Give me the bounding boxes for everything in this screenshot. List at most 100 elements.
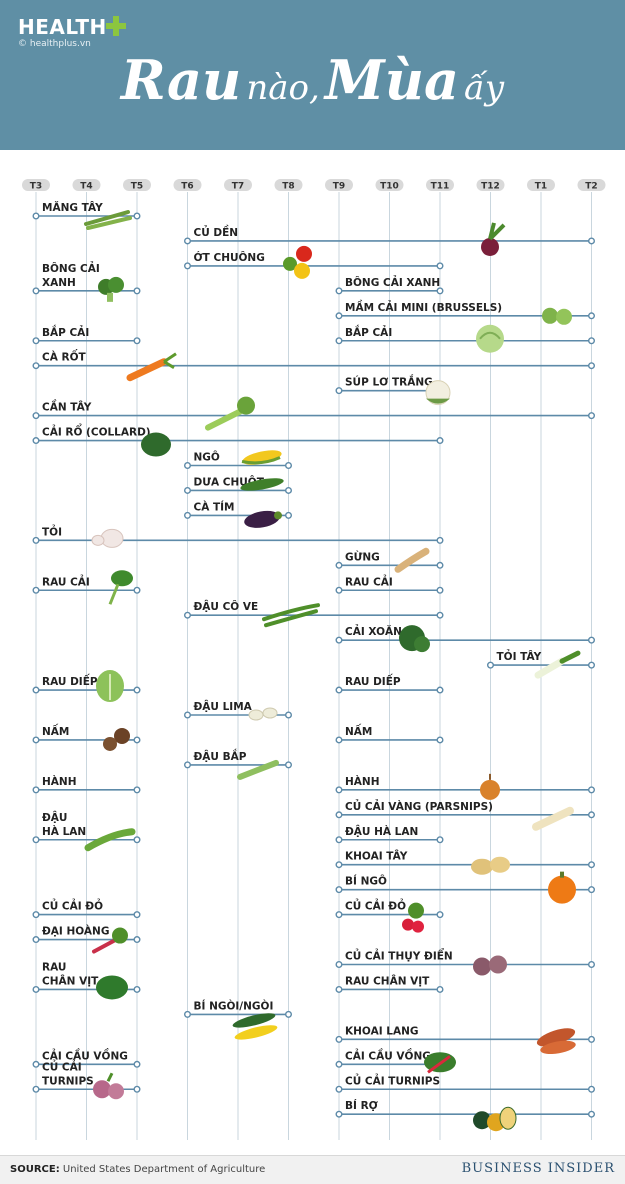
row-label: BÍ NGÒI/NGÒI xyxy=(194,999,274,1012)
row-label: CÀ RỐT xyxy=(42,349,86,364)
parsnip-icon xyxy=(532,806,574,831)
timeline-row: CỦ CẢI THỤY ĐIỂN xyxy=(335,948,596,976)
row-label: BÔNG CẢI xyxy=(42,261,100,275)
footer: SOURCE: United States Department of Agri… xyxy=(0,1155,625,1184)
bar-end-dot xyxy=(133,337,141,345)
row-label: BẮP CẢI xyxy=(42,324,89,339)
month-pill xyxy=(173,179,202,191)
timeline-row: BÍ NGÔ xyxy=(335,871,596,904)
timeline-row: TỎI xyxy=(32,524,444,548)
row-label: ĐẬU xyxy=(42,811,67,824)
row-label: RAU CHÂN VỊT xyxy=(345,974,430,987)
timeline-row: RAU CẢI xyxy=(32,570,141,605)
row-label-line2: HÀ LAN xyxy=(42,825,86,838)
month-label: T9 xyxy=(333,182,345,192)
turnip-icon xyxy=(93,1072,124,1100)
row-label: SÚP LƠ TRẮNG xyxy=(345,374,433,389)
bar-end-dot xyxy=(588,1085,596,1093)
mushroom-icon xyxy=(103,727,130,751)
month-label: T10 xyxy=(380,182,399,192)
row-label: NẤM xyxy=(345,723,372,738)
bar-start-dot xyxy=(183,611,191,619)
bar-end-dot xyxy=(285,711,293,719)
bar-start-dot xyxy=(32,985,40,993)
bar-start-dot xyxy=(183,511,191,519)
brand-site: © healthplus.vn xyxy=(18,39,91,49)
bar-end-dot xyxy=(285,462,293,470)
row-label: CỦ CẢI THỤY ĐIỂN xyxy=(345,948,453,963)
timeline-row: NGÔ xyxy=(183,450,293,470)
bar-end-dot xyxy=(285,486,293,494)
row-label: ỚT CHUÔNG xyxy=(194,251,265,264)
bar-end-dot xyxy=(133,985,141,993)
bar-start-dot xyxy=(32,362,40,370)
collard-icon xyxy=(141,432,171,457)
eggplant-icon xyxy=(244,510,282,528)
row-label: NẤM xyxy=(42,723,69,738)
month-pill xyxy=(577,179,606,191)
bar-end-dot xyxy=(588,337,596,345)
bar-end-dot xyxy=(436,287,444,295)
bar-end-dot xyxy=(133,836,141,844)
row-label: RAU CẢI xyxy=(345,574,393,588)
bar-start-dot xyxy=(335,312,343,320)
bar-start-dot xyxy=(335,636,343,644)
bar-end-dot xyxy=(588,861,596,869)
row-label: MĂNG TÂY xyxy=(42,201,103,214)
bar-end-dot xyxy=(285,1010,293,1018)
bar-end-dot xyxy=(588,312,596,320)
month-pill xyxy=(123,179,151,191)
timeline-row: ĐẬU BẮP xyxy=(183,748,293,780)
month-pill xyxy=(22,179,50,191)
timeline-row: CẢI CẦU VỒNG xyxy=(335,1047,456,1074)
bar-end-dot xyxy=(436,437,444,445)
garlic-icon xyxy=(91,528,124,548)
lima-beans-icon xyxy=(248,707,278,721)
bar-start-dot xyxy=(32,536,40,544)
bar-end-dot xyxy=(436,911,444,919)
timeline-row: NẤM xyxy=(335,723,444,744)
celery-icon xyxy=(205,396,255,431)
timeline-row: BẮP CẢI xyxy=(32,324,141,345)
bar-start-dot xyxy=(335,861,343,869)
row-label-line2: TURNIPS xyxy=(42,1075,94,1087)
okra-icon xyxy=(237,759,279,780)
corn-icon xyxy=(241,450,282,465)
row-label: GỪNG xyxy=(345,550,380,563)
row-label: RAU DIẾP xyxy=(42,673,98,688)
month-label: T8 xyxy=(282,182,294,192)
row-label: CỦ CẢI ĐỎ xyxy=(42,899,103,913)
row-label: KHOAI LANG xyxy=(345,1025,418,1037)
bar-end-dot xyxy=(133,736,141,744)
row-label: BÍ NGÔ xyxy=(345,875,387,888)
bar-start-dot xyxy=(487,661,495,669)
ginger-icon xyxy=(394,547,430,573)
bar-start-dot xyxy=(32,437,40,445)
bar-start-dot xyxy=(32,686,40,694)
brand-logo: HEALTH xyxy=(18,15,107,39)
row-label: BÔNG CẢI XANH xyxy=(345,275,440,289)
bar-end-dot xyxy=(133,586,141,594)
cauliflower-icon xyxy=(425,380,451,406)
rutabaga-icon xyxy=(473,955,507,976)
row-label: CỦ CẢI xyxy=(42,1059,82,1073)
bar-start-dot xyxy=(335,1060,343,1068)
row-label: ĐẠI HOÀNG xyxy=(42,925,109,938)
row-label: CẦN TÂY xyxy=(42,400,92,414)
month-pill xyxy=(375,179,404,191)
bar-start-dot xyxy=(32,1060,40,1068)
bar-end-dot xyxy=(588,811,596,819)
bar-end-dot xyxy=(133,287,141,295)
row-label: MẦM CẢI MINI (BRUSSELS) xyxy=(345,300,502,314)
asparagus-icon xyxy=(84,210,132,230)
timeline-row: KHOAI LANG xyxy=(335,1025,596,1055)
potato-icon xyxy=(471,856,510,875)
bar-start-dot xyxy=(335,786,343,794)
row-label: CỦ CẢI ĐỎ xyxy=(345,899,406,913)
bar-end-dot xyxy=(588,1110,596,1118)
bar-end-dot xyxy=(133,1060,141,1068)
timeline-row: RAU DIẾP xyxy=(32,670,141,703)
timeline-row: ĐẬU HÀ LAN xyxy=(335,825,444,844)
timeline-row: ĐẠI HOÀNG xyxy=(32,925,141,954)
